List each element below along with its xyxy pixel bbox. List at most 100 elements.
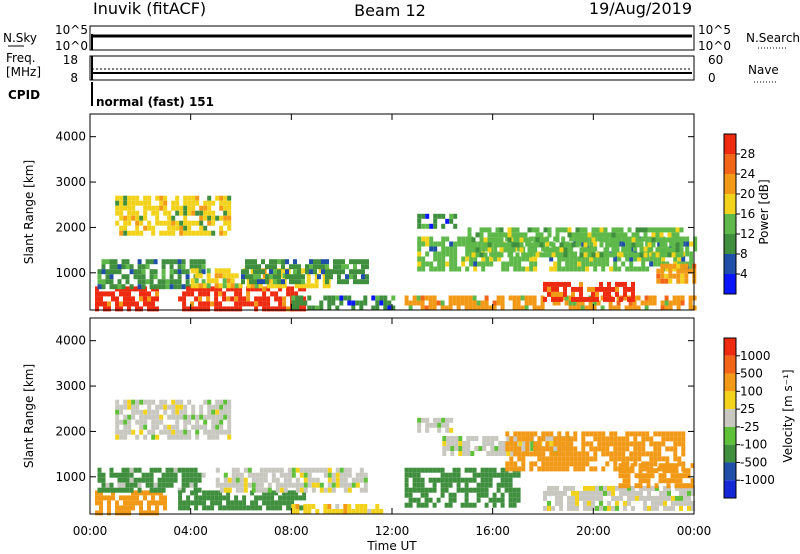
data-cell: [679, 500, 683, 506]
x-tick-label: 12:00: [375, 524, 410, 538]
data-cell: [468, 300, 473, 306]
data-cell: [218, 306, 223, 312]
data-cell: [655, 232, 660, 238]
data-cell: [512, 487, 517, 493]
data-cell: [222, 505, 227, 511]
data-cell: [127, 404, 132, 410]
data-cell: [123, 200, 128, 206]
data-cell: [359, 509, 364, 514]
data-cell: [262, 296, 267, 302]
data-cell: [508, 502, 513, 508]
data-cell: [199, 225, 204, 231]
data-cell: [569, 456, 574, 462]
data-cell: [676, 295, 681, 301]
data-cell: [199, 205, 204, 211]
data-cell: [464, 477, 469, 483]
data-cell: [337, 264, 341, 270]
data-cell: [190, 301, 195, 307]
data-cell: [668, 263, 673, 269]
data-cell: [227, 482, 232, 488]
data-cell: [625, 256, 630, 262]
data-cell: [123, 419, 128, 425]
data-cell: [143, 215, 148, 221]
data-cell: [569, 266, 574, 272]
data-cell: [191, 200, 196, 206]
data-cell: [163, 424, 168, 430]
data-cell: [203, 215, 208, 221]
data-cell: [573, 236, 578, 242]
data-cell: [129, 284, 134, 290]
data-cell: [643, 495, 647, 501]
data-cell: [529, 461, 534, 467]
data-cell: [642, 463, 647, 469]
data-cell: [408, 502, 413, 508]
data-cell: [151, 409, 156, 415]
data-cell: [593, 256, 598, 262]
data-cell: [275, 487, 280, 493]
data-cell: [177, 269, 182, 275]
data-cell: [341, 279, 345, 285]
data-cell: [575, 505, 579, 511]
data-cell: [664, 263, 669, 269]
data-cell: [194, 490, 199, 496]
data-cell: [185, 269, 190, 275]
data-cell: [521, 266, 526, 272]
colorbar-tick-label: 12: [740, 227, 755, 241]
data-cell: [129, 467, 134, 473]
data-cell: [327, 472, 332, 478]
data-cell: [169, 477, 174, 483]
freq-panel-frame: [89, 55, 695, 81]
data-cell: [222, 306, 227, 312]
data-cell: [243, 482, 248, 488]
data-cell: [684, 278, 689, 284]
data-cell: [533, 461, 538, 467]
data-cell: [294, 490, 299, 496]
data-cell: [569, 461, 574, 467]
data-cell: [669, 241, 674, 247]
data-cell: [408, 305, 413, 311]
data-cell: [107, 301, 111, 307]
data-cell: [441, 256, 446, 262]
data-cell: [194, 505, 199, 511]
data-cell: [631, 495, 635, 501]
data-cell: [571, 252, 576, 258]
data-cell: [353, 264, 357, 270]
data-cell: [609, 456, 614, 462]
data-cell: [255, 487, 260, 493]
data-cell: [517, 266, 522, 272]
data-cell: [163, 195, 168, 201]
data-cell: [214, 273, 219, 279]
data-cell: [210, 495, 215, 501]
data-cell: [587, 252, 592, 258]
data-cell: [254, 296, 259, 302]
data-cell: [498, 446, 503, 451]
data-cell: [285, 274, 289, 280]
data-cell: [465, 246, 470, 252]
data-cell: [600, 305, 605, 311]
data-cell: [496, 497, 501, 503]
data-cell: [319, 300, 324, 306]
data-cell: [159, 419, 164, 425]
data-cell: [295, 467, 300, 473]
data-cell: [283, 487, 288, 493]
data-cell: [555, 286, 559, 292]
data-cell: [238, 291, 243, 297]
data-cell: [516, 472, 521, 478]
data-cell: [194, 500, 199, 506]
data-cell: [311, 467, 316, 473]
data-cell: [226, 306, 231, 312]
data-cell: [533, 451, 538, 457]
data-cell: [199, 404, 204, 410]
data-cell: [101, 284, 106, 290]
data-cell: [599, 505, 603, 511]
data-cell: [608, 305, 613, 311]
data-cell: [671, 237, 676, 243]
data-cell: [263, 467, 268, 473]
data-cell: [151, 500, 155, 506]
data-cell: [536, 305, 541, 311]
data-cell: [651, 242, 656, 248]
data-cell: [322, 278, 327, 284]
data-cell: [235, 482, 240, 488]
data-cell: [524, 305, 529, 311]
